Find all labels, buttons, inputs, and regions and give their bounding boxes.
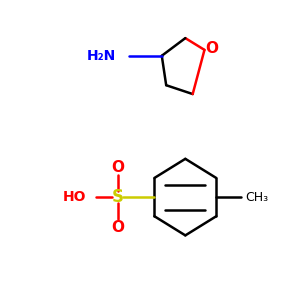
Text: O: O (111, 160, 124, 175)
Text: O: O (205, 41, 218, 56)
Text: CH₃: CH₃ (246, 190, 269, 204)
Text: S: S (112, 188, 124, 206)
Text: O: O (111, 220, 124, 235)
Text: H₂N: H₂N (87, 49, 116, 63)
Text: HO: HO (63, 190, 87, 204)
